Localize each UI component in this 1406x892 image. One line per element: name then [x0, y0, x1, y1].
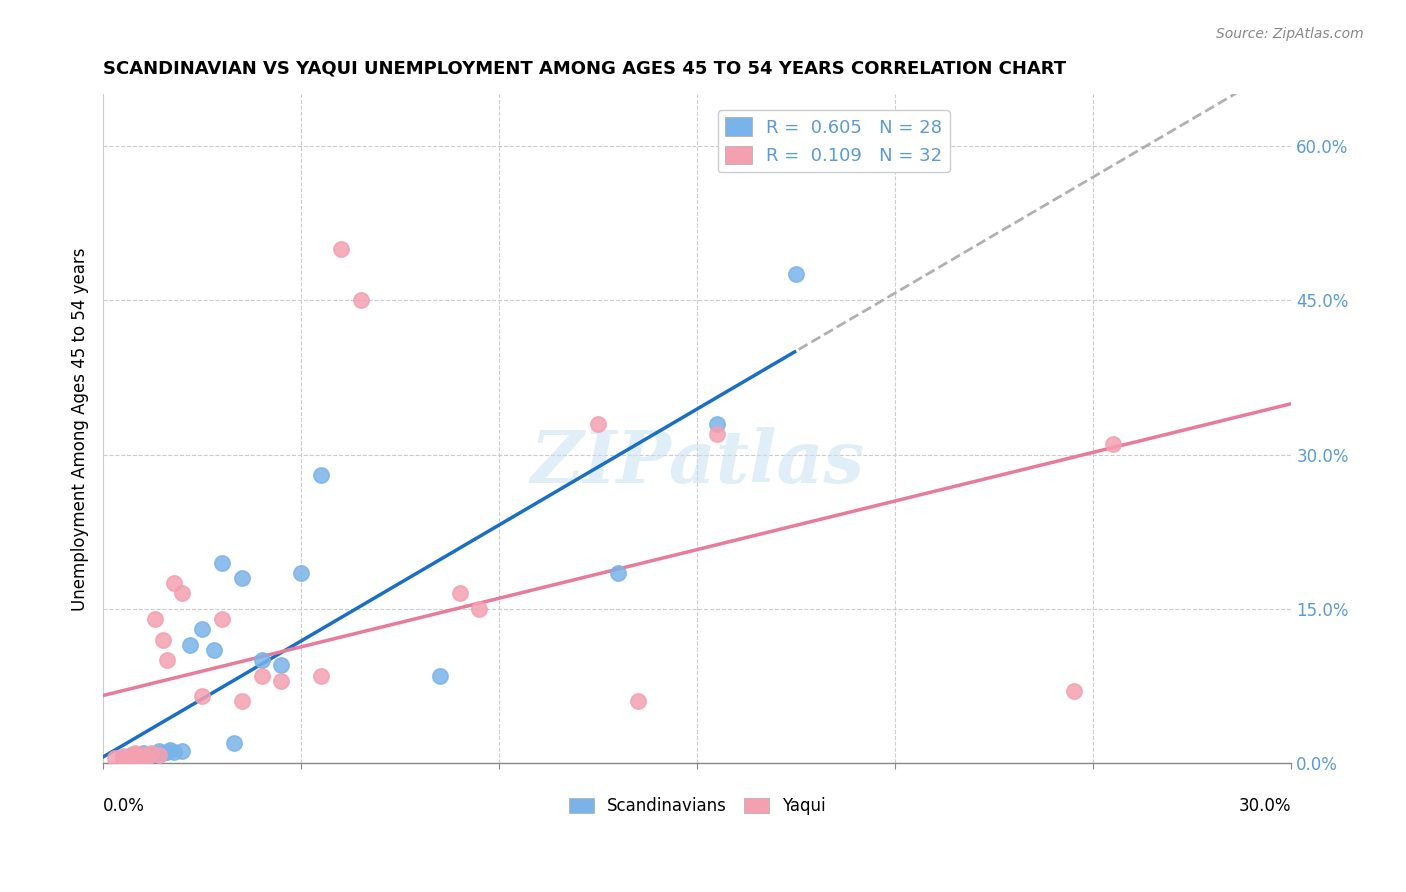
Point — [124, 752, 146, 766]
Point — [1102, 437, 1125, 451]
Point — [785, 268, 807, 282]
Point — [120, 750, 142, 764]
Point — [143, 747, 166, 761]
Point — [250, 653, 273, 667]
Point — [179, 638, 201, 652]
Point — [143, 612, 166, 626]
Point — [159, 743, 181, 757]
Point — [148, 747, 170, 762]
Text: ZIPatlas: ZIPatlas — [530, 426, 865, 498]
Point — [309, 468, 332, 483]
Point — [111, 751, 134, 765]
Point — [191, 623, 214, 637]
Point — [172, 744, 194, 758]
Point — [222, 735, 245, 749]
Point — [139, 747, 162, 762]
Point — [132, 751, 155, 765]
Point — [309, 668, 332, 682]
Point — [163, 745, 186, 759]
Point — [468, 602, 491, 616]
Point — [128, 748, 150, 763]
Point — [231, 571, 253, 585]
Point — [172, 586, 194, 600]
Point — [211, 556, 233, 570]
Point — [290, 566, 312, 580]
Point — [124, 746, 146, 760]
Point — [329, 242, 352, 256]
Point — [706, 417, 728, 431]
Point — [139, 746, 162, 760]
Point — [270, 658, 292, 673]
Point — [270, 673, 292, 688]
Point — [627, 694, 650, 708]
Point — [1063, 684, 1085, 698]
Point — [231, 694, 253, 708]
Point — [135, 750, 157, 764]
Point — [132, 746, 155, 760]
Point — [449, 586, 471, 600]
Point — [155, 653, 177, 667]
Y-axis label: Unemployment Among Ages 45 to 54 years: Unemployment Among Ages 45 to 54 years — [72, 247, 89, 610]
Point — [120, 747, 142, 762]
Point — [349, 293, 371, 308]
Point — [191, 690, 214, 704]
Point — [115, 751, 138, 765]
Point — [104, 751, 127, 765]
Point — [607, 566, 630, 580]
Text: Source: ZipAtlas.com: Source: ZipAtlas.com — [1216, 27, 1364, 41]
Point — [152, 746, 174, 760]
Point — [152, 632, 174, 647]
Legend: Scandinavians, Yaqui: Scandinavians, Yaqui — [562, 790, 832, 822]
Point — [155, 745, 177, 759]
Point — [124, 747, 146, 762]
Text: SCANDINAVIAN VS YAQUI UNEMPLOYMENT AMONG AGES 45 TO 54 YEARS CORRELATION CHART: SCANDINAVIAN VS YAQUI UNEMPLOYMENT AMONG… — [103, 60, 1066, 78]
Point — [132, 747, 155, 762]
Point — [163, 576, 186, 591]
Point — [128, 748, 150, 763]
Point — [202, 643, 225, 657]
Point — [429, 668, 451, 682]
Point — [250, 668, 273, 682]
Text: 0.0%: 0.0% — [103, 797, 145, 814]
Point — [706, 426, 728, 441]
Point — [135, 750, 157, 764]
Point — [148, 744, 170, 758]
Point — [211, 612, 233, 626]
Text: 30.0%: 30.0% — [1239, 797, 1292, 814]
Point — [588, 417, 610, 431]
Point — [111, 748, 134, 763]
